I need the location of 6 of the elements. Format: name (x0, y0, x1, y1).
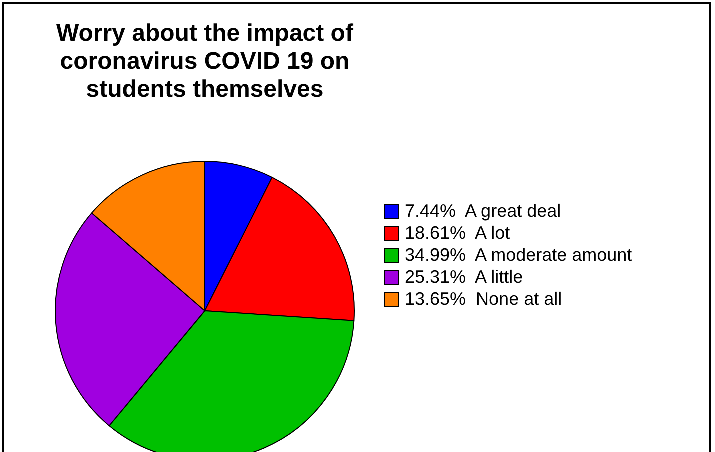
legend-label: 7.44% A great deal (405, 200, 562, 222)
legend-label: 18.61% A lot (405, 222, 510, 244)
legend-label: 25.31% A little (405, 266, 524, 288)
legend-label: 34.99% A moderate amount (405, 244, 632, 266)
legend-label: 13.65% None at all (405, 288, 562, 310)
chart-title: Worry about the impact of coronavirus COVID 19 on students themselves (56, 20, 354, 104)
